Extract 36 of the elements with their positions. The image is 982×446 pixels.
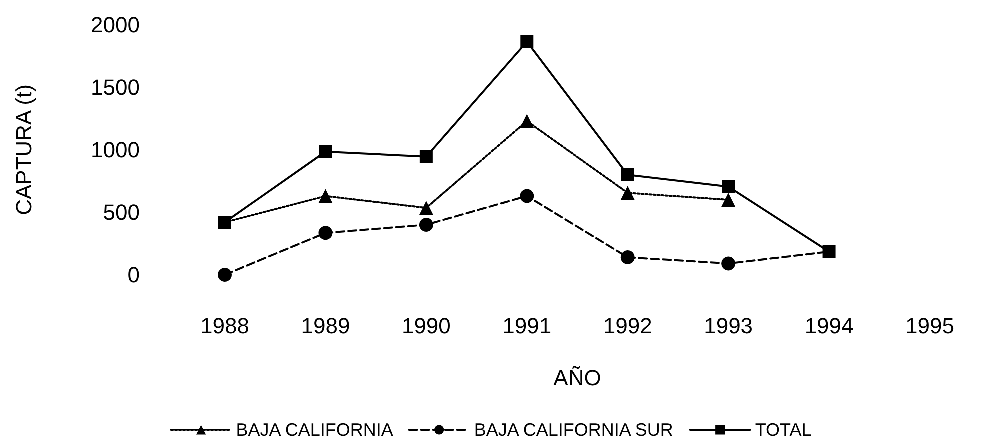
legend-label: BAJA CALIFORNIA SUR — [474, 420, 674, 440]
y-tick-label: 1000 — [91, 138, 140, 162]
y-tick-label: 1500 — [91, 75, 140, 100]
point — [420, 150, 433, 164]
x-tick-label: 1988 — [200, 314, 250, 338]
point — [520, 189, 534, 204]
point — [520, 35, 534, 48]
x-tick-label: 1995 — [906, 314, 954, 338]
point — [620, 186, 635, 200]
x-tick-label: 1990 — [402, 314, 451, 338]
x-tick-label: 1992 — [603, 314, 652, 338]
y-axis-title: CAPTURA (t) — [12, 84, 36, 216]
point — [722, 256, 736, 271]
legend-label: TOTAL — [755, 420, 812, 440]
y-tick-label: 0 — [128, 262, 140, 288]
y-tick-label: 2000 — [91, 12, 140, 38]
x-tick-label: 1994 — [804, 314, 854, 338]
legend-label: BAJA CALIFORNIA — [236, 420, 394, 440]
point — [621, 168, 634, 182]
point — [520, 114, 534, 128]
point — [419, 201, 434, 216]
point — [319, 145, 332, 158]
x-axis-title: AÑO — [554, 366, 602, 390]
point — [318, 226, 333, 240]
y-tick-label: 500 — [103, 200, 140, 225]
point — [620, 250, 635, 264]
x-tick-label: 1991 — [502, 314, 552, 338]
x-tick-label: 1989 — [301, 314, 350, 338]
point — [419, 218, 434, 232]
point — [318, 189, 333, 204]
point — [218, 268, 232, 282]
point — [822, 245, 836, 258]
point — [722, 193, 736, 207]
x-tick-label: 1993 — [704, 314, 754, 338]
point — [722, 180, 736, 194]
point — [218, 216, 232, 229]
